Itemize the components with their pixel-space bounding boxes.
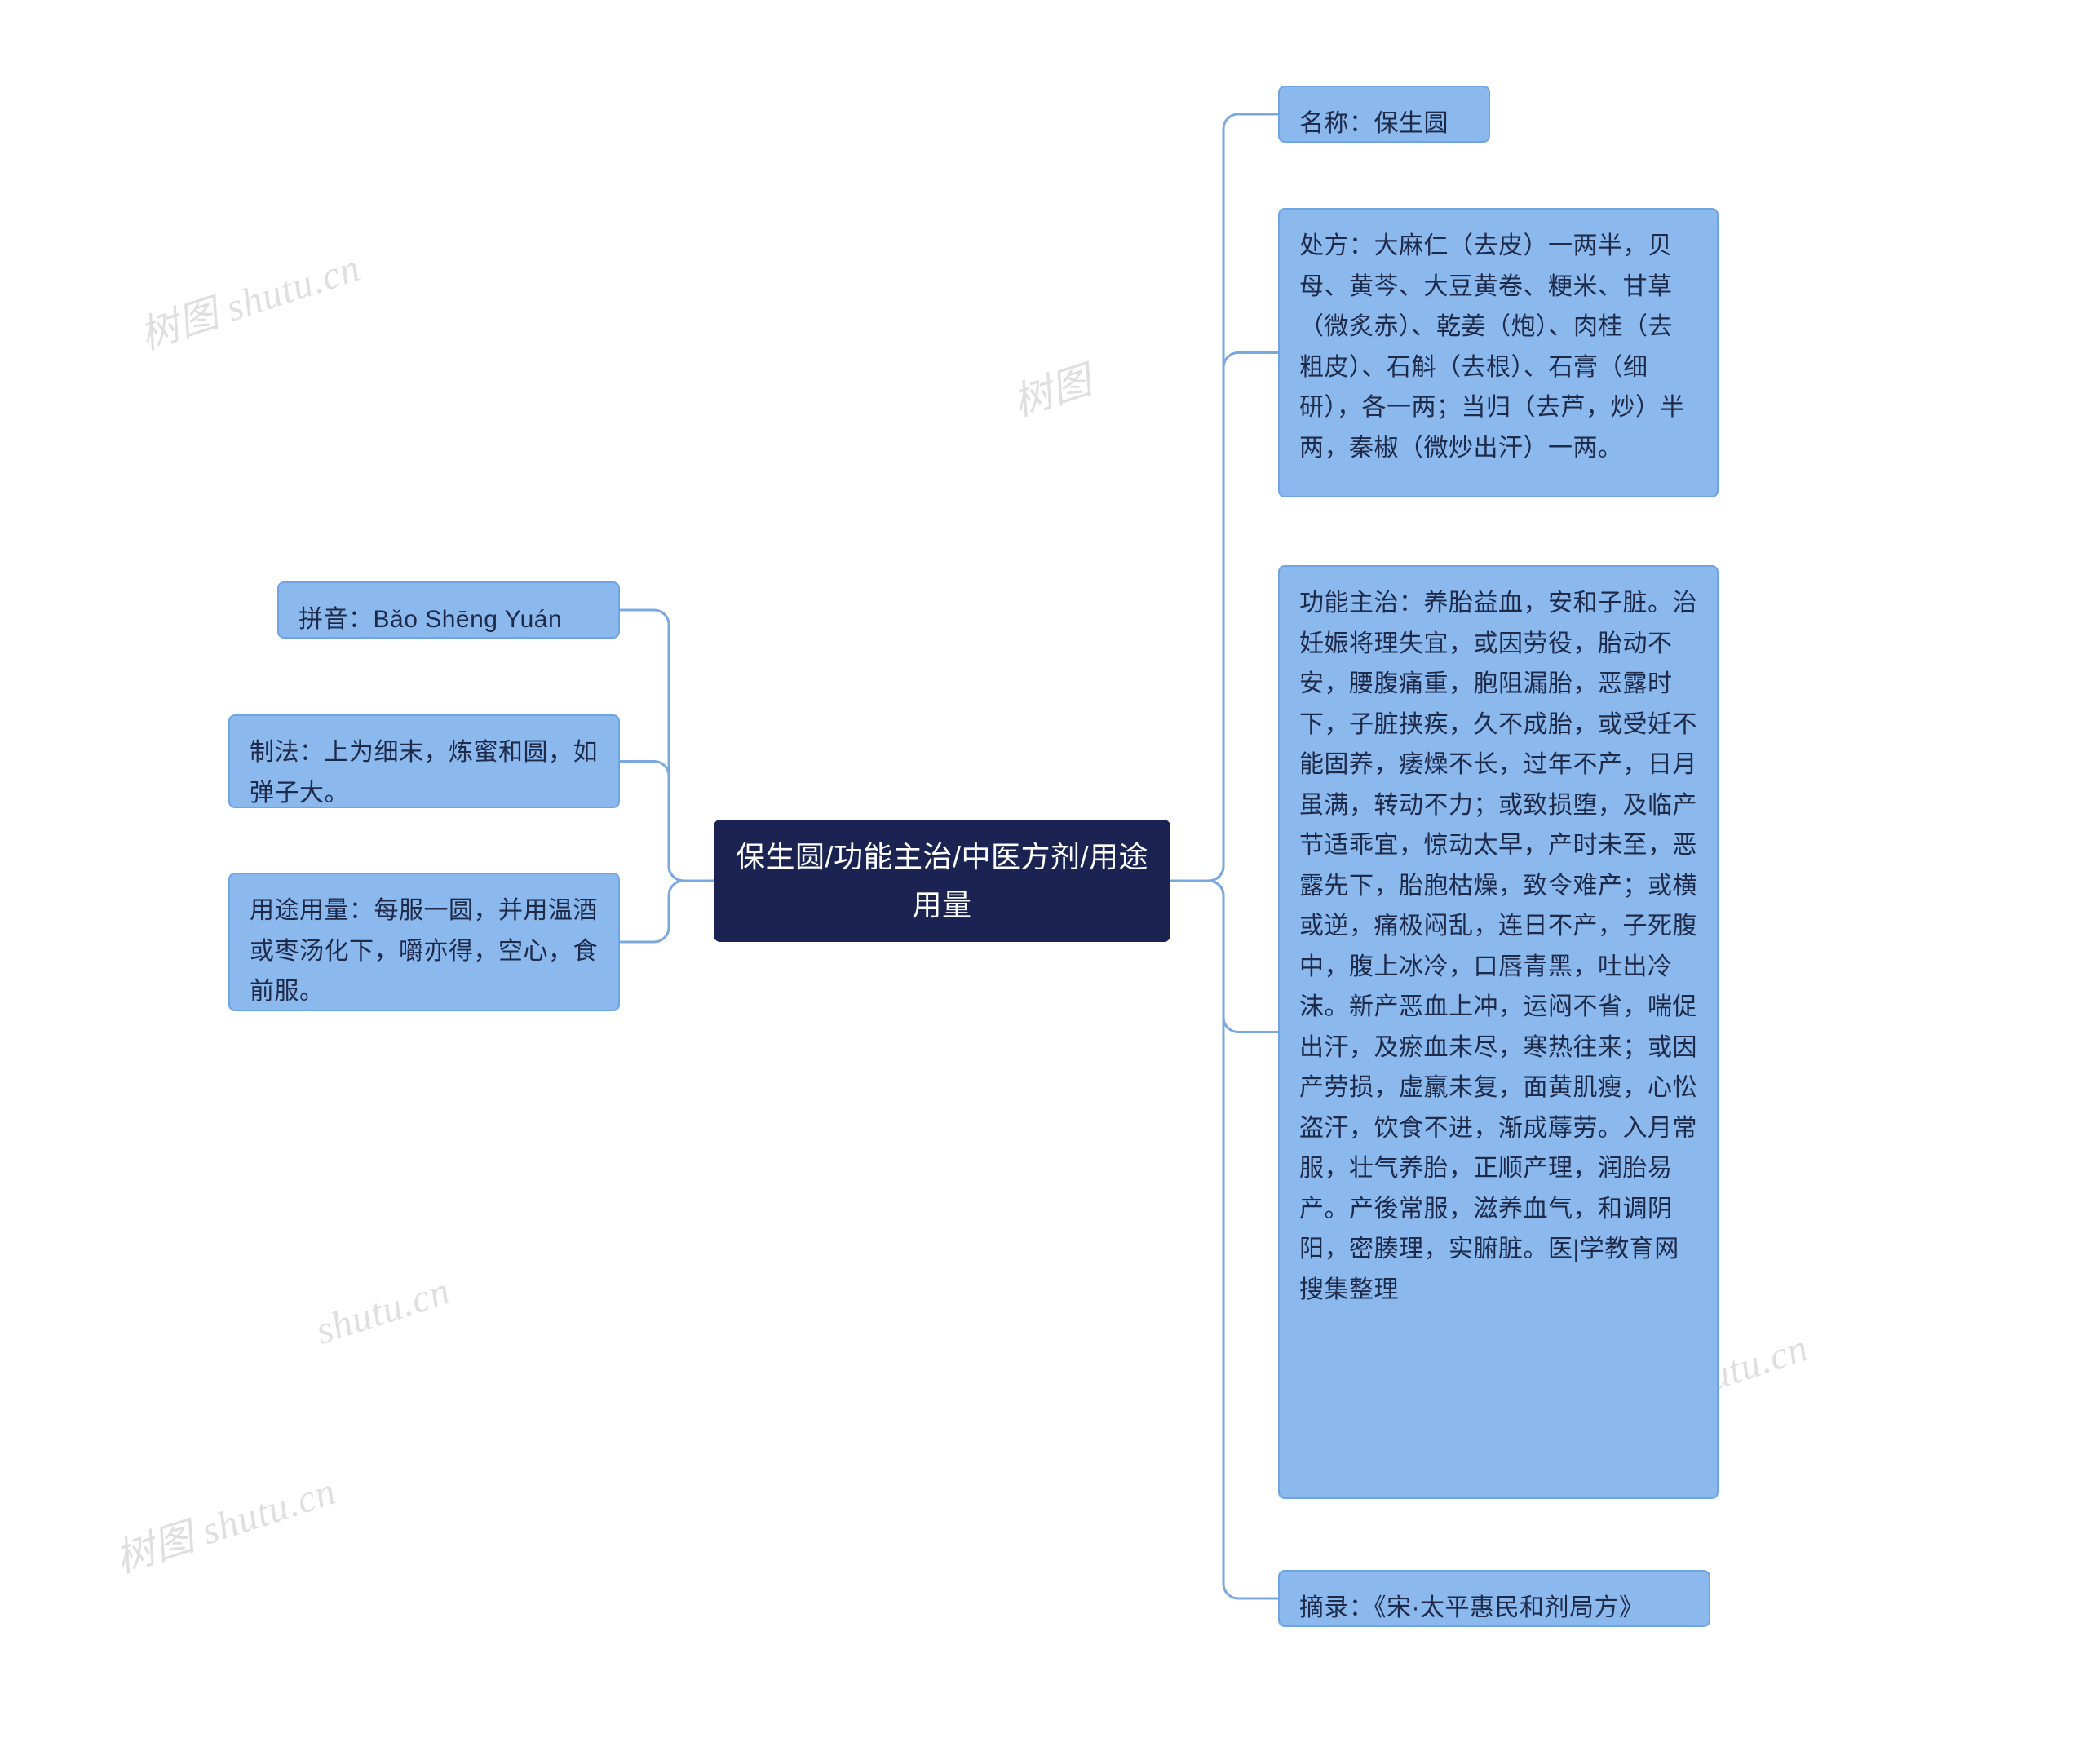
watermark: 树图 bbox=[1005, 348, 1099, 427]
watermark: 树图 shutu.cn bbox=[131, 235, 366, 360]
watermark: shutu.cn bbox=[311, 1268, 456, 1354]
center-node: 保生圆/功能主治/中医方剂/用途用量 bbox=[714, 820, 1170, 942]
leaf-pinyin: 拼音：Bǎo Shēng Yuán bbox=[277, 581, 620, 639]
leaf-mingcheng: 名称：保生圆 bbox=[1278, 86, 1490, 143]
leaf-gongneng: 功能主治：养胎益血，安和子脏。治妊娠将理失宜，或因劳役，胎动不安，腰腹痛重，胞阻… bbox=[1278, 565, 1719, 1499]
mindmap-canvas: 树图 shutu.cn shutu.cn 树图 shutu.cn 树图 shut… bbox=[0, 0, 2088, 1764]
leaf-chufang: 处方：大麻仁（去皮）一两半，贝母、黄芩、大豆黄卷、粳米、甘草（微炙赤）、乾姜（炮… bbox=[1278, 208, 1719, 497]
watermark: 树图 shutu.cn bbox=[107, 1458, 342, 1583]
leaf-yongtu: 用途用量：每服一圆，并用温酒或枣汤化下，嚼亦得，空心，食前服。 bbox=[228, 873, 620, 1011]
leaf-zhifa: 制法：上为细末，炼蜜和圆，如弹子大。 bbox=[228, 714, 620, 808]
leaf-zhailu: 摘录：《宋·太平惠民和剂局方》 bbox=[1278, 1570, 1710, 1627]
